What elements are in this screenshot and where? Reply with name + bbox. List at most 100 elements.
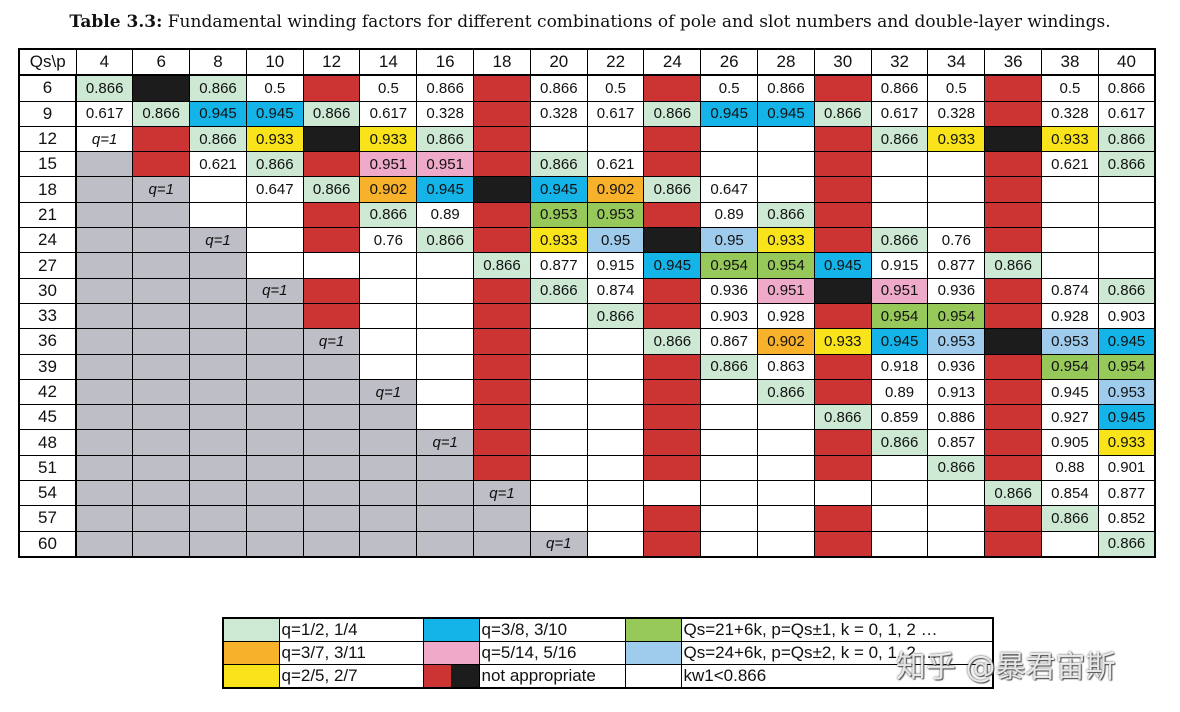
legend-label: q=2/5, 2/7 bbox=[278, 664, 424, 689]
table-cell bbox=[529, 404, 588, 431]
table-cell: 0.617 bbox=[1097, 100, 1156, 127]
table-cell: 0.913 bbox=[927, 378, 986, 406]
table-cell: 0.933 bbox=[529, 227, 588, 254]
legend-row: q=1/2, 1/4 q=3/8, 3/10 Qs=21+6k, p=Qs±1, k… bbox=[222, 617, 994, 642]
table-cell: 0.866 bbox=[416, 125, 475, 153]
table-cell bbox=[870, 480, 929, 507]
table-cell bbox=[813, 454, 872, 482]
column-header: 14 bbox=[359, 48, 418, 77]
table-cell bbox=[586, 353, 645, 380]
table-cell bbox=[245, 227, 304, 254]
column-header: 28 bbox=[757, 48, 815, 77]
table-cell bbox=[132, 227, 191, 254]
table-cell bbox=[245, 480, 304, 507]
legend-label: q=3/8, 3/10 bbox=[478, 617, 626, 642]
table-cell: q=1 bbox=[302, 328, 361, 355]
column-header: 22 bbox=[586, 48, 645, 77]
table-cell bbox=[132, 74, 191, 102]
table-cell bbox=[473, 530, 531, 558]
table-cell bbox=[302, 125, 361, 153]
row-header: 60 bbox=[18, 530, 77, 558]
table-cell bbox=[473, 74, 531, 102]
table-cell: 0.328 bbox=[927, 100, 986, 127]
table-cell bbox=[927, 201, 986, 229]
table-cell: 0.866 bbox=[359, 201, 418, 229]
table-cell bbox=[359, 429, 418, 456]
row-header: 9 bbox=[18, 100, 77, 127]
table-cell bbox=[473, 151, 531, 178]
table-row: 45 0.866 0.859 0.886 0.927 0.945 bbox=[18, 404, 1156, 431]
table-cell bbox=[359, 454, 418, 482]
legend-swatch bbox=[422, 664, 480, 689]
table-cell: 0.866 bbox=[75, 74, 134, 102]
table-cell: q=1 bbox=[132, 176, 191, 203]
table-cell: 0.5 bbox=[700, 74, 759, 102]
table-cell bbox=[813, 227, 872, 254]
row-header: 51 bbox=[18, 454, 77, 482]
table-cell bbox=[416, 454, 475, 482]
table-cell: 0.903 bbox=[1097, 302, 1156, 330]
table-cell: 0.328 bbox=[1041, 100, 1099, 127]
table-cell: 0.866 bbox=[984, 480, 1043, 507]
table-cell: 0.928 bbox=[757, 302, 815, 330]
column-header: 6 bbox=[132, 48, 191, 77]
table-cell: 0.866 bbox=[1097, 277, 1156, 304]
table-cell bbox=[813, 530, 872, 558]
table-cell: 0.945 bbox=[643, 252, 702, 279]
table-cell: 0.5 bbox=[927, 74, 986, 102]
table-cell bbox=[529, 302, 588, 330]
table-cell bbox=[529, 125, 588, 153]
table-cell bbox=[927, 505, 986, 532]
table-cell bbox=[189, 378, 247, 406]
legend-row: q=2/5, 2/7 not appropriate kw1<0.866 bbox=[222, 664, 994, 689]
table-row: 33 0.866 0.903 0.928 0.954 0.954 0.928 0.903 bbox=[18, 302, 1156, 330]
table-cell: 0.915 bbox=[870, 252, 929, 279]
table-cell bbox=[813, 505, 872, 532]
table-cell bbox=[813, 378, 872, 406]
table-row: 60 q=1 0.866 bbox=[18, 530, 1156, 558]
column-header: 32 bbox=[870, 48, 929, 77]
table-cell bbox=[927, 480, 986, 507]
table-caption: Table 3.3: Fundamental winding factors f… bbox=[0, 12, 1180, 32]
table-cell bbox=[870, 505, 929, 532]
table-cell: 0.617 bbox=[75, 100, 134, 127]
table-cell bbox=[1041, 530, 1099, 558]
table-cell: 0.933 bbox=[1097, 429, 1156, 456]
row-header: 42 bbox=[18, 378, 77, 406]
table-cell bbox=[359, 404, 418, 431]
table-cell bbox=[927, 530, 986, 558]
table-cell bbox=[416, 277, 475, 304]
table-cell: 0.953 bbox=[927, 328, 986, 355]
table-cell: 0.621 bbox=[586, 151, 645, 178]
table-cell: 0.866 bbox=[416, 74, 475, 102]
table-cell bbox=[984, 454, 1043, 482]
table-cell: 0.866 bbox=[757, 74, 815, 102]
table-cell: 0.866 bbox=[870, 74, 929, 102]
column-header: 24 bbox=[643, 48, 702, 77]
table-cell bbox=[359, 277, 418, 304]
table-row: 42 q=1 0.866 0.89 0.913 0.945 0.953 bbox=[18, 378, 1156, 406]
table-cell bbox=[302, 530, 361, 558]
table-cell: 0.866 bbox=[643, 100, 702, 127]
table-cell bbox=[416, 302, 475, 330]
table-cell bbox=[984, 530, 1043, 558]
table-row: 12 q=1 0.866 0.933 0.933 0.866 0.866 0.933 0.933… bbox=[18, 125, 1156, 153]
table-cell bbox=[302, 252, 361, 279]
table-cell bbox=[302, 227, 361, 254]
table-cell: 0.877 bbox=[529, 252, 588, 279]
table-cell bbox=[189, 530, 247, 558]
table-cell: 0.915 bbox=[586, 252, 645, 279]
row-header: 36 bbox=[18, 328, 77, 355]
table-cell bbox=[586, 480, 645, 507]
row-header: 12 bbox=[18, 125, 77, 153]
table-cell bbox=[245, 302, 304, 330]
table-cell: 0.866 bbox=[757, 378, 815, 406]
table-cell bbox=[984, 201, 1043, 229]
table-cell: 0.866 bbox=[302, 176, 361, 203]
table-cell bbox=[189, 454, 247, 482]
table-cell bbox=[984, 277, 1043, 304]
table-cell bbox=[473, 176, 531, 203]
table-cell: 0.945 bbox=[1097, 404, 1156, 431]
table-cell: 0.76 bbox=[927, 227, 986, 254]
table-cell bbox=[529, 480, 588, 507]
